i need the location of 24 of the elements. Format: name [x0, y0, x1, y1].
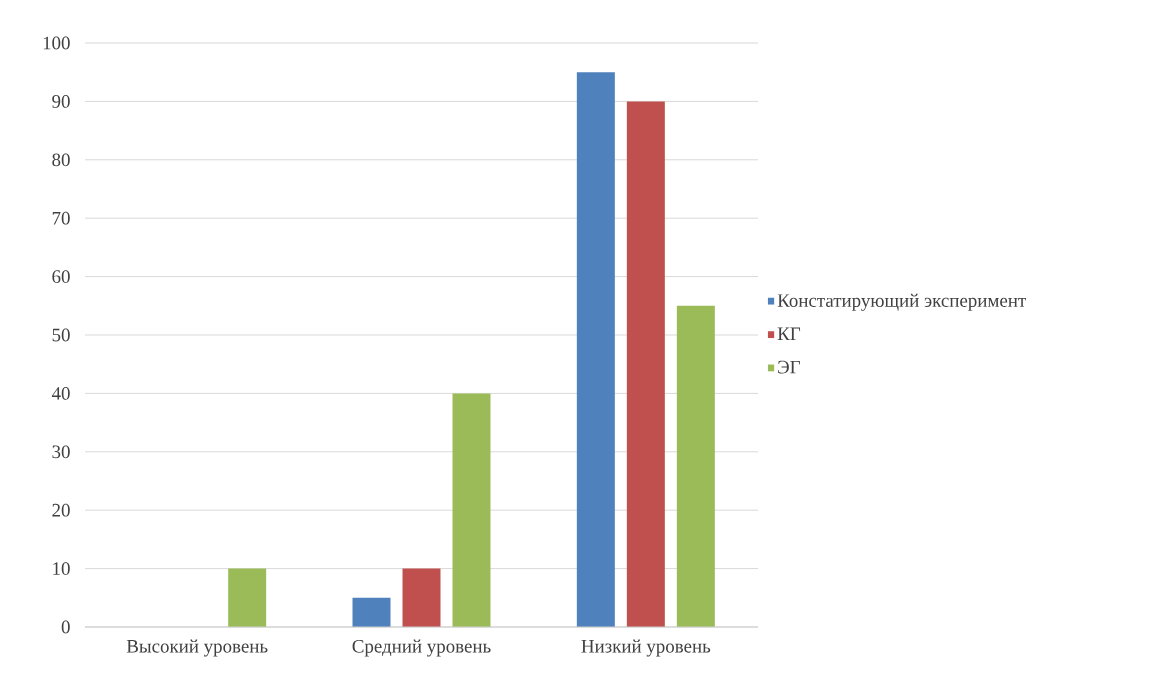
bar [626, 101, 665, 627]
legend-label: Констатирующий эксперимент [777, 293, 1026, 311]
x-tick-label: Высокий уровень [126, 639, 268, 657]
y-tick-label: 80 [52, 153, 70, 167]
y-tick-label: 20 [52, 503, 70, 517]
bar [228, 568, 267, 627]
y-tick-label: 0 [61, 620, 70, 634]
legend-label: ЭГ [778, 360, 800, 374]
y-tick-label: 70 [52, 211, 70, 225]
legend-label: КГ [777, 327, 801, 340]
y-tick-label: 50 [52, 328, 70, 342]
x-tick-label: Средний уровень [352, 639, 491, 657]
y-tick-label: 60 [52, 270, 70, 283]
x-tick-label: Низкий уровень [581, 639, 711, 657]
bar [676, 305, 715, 627]
y-tick-label: 100 [43, 36, 70, 50]
bar [452, 393, 491, 627]
bar [402, 568, 441, 627]
y-tick-label: 90 [52, 95, 70, 108]
y-tick-label: 10 [53, 562, 70, 575]
bar [352, 597, 391, 627]
y-tick-label: 40 [51, 387, 70, 400]
bar [576, 72, 615, 627]
y-tick-label: 30 [52, 445, 70, 459]
